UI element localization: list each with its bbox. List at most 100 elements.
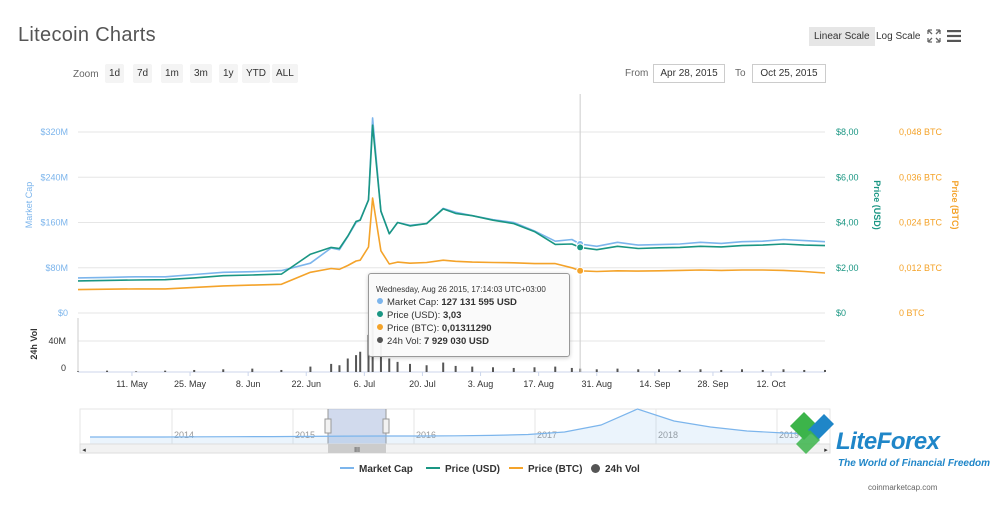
volume-bar (442, 362, 445, 372)
tooltip-value: 0,01311290 (441, 323, 492, 334)
volume-bar (251, 368, 254, 372)
tooltip-row-volume: 24h Vol: 7 929 030 USD (377, 336, 489, 347)
volume-bar (720, 369, 723, 372)
volume-bar (106, 370, 109, 372)
legend-item-volume[interactable]: 24h Vol (591, 464, 640, 475)
volume-bar (761, 369, 764, 372)
x-tick-label: 28. Sep (697, 379, 728, 389)
x-tick-label: 3. Aug (468, 379, 494, 389)
price-usd-dot-icon (377, 311, 383, 317)
y-right-usd-tick-label: $0 (836, 308, 846, 318)
navigator-grip-icon: III (354, 447, 360, 454)
y-right-usd-axis-title: Price (USD) (872, 180, 882, 230)
volume-bar (616, 368, 619, 372)
x-tick-label: 14. Sep (639, 379, 670, 389)
navigator-tick-label: 2016 (416, 430, 436, 440)
legend-item-market-cap[interactable]: Market Cap (340, 464, 413, 475)
y-left-tick-label: $80M (45, 263, 68, 273)
legend-line-icon (509, 467, 523, 469)
price-btc-dot-icon (377, 324, 383, 330)
x-tick-label: 20. Jul (409, 379, 436, 389)
y-right-usd-tick-label: $6,00 (836, 172, 859, 182)
credits-link[interactable]: coinmarketcap.com (868, 483, 938, 492)
page-title: Litecoin Charts (18, 24, 156, 46)
liteforex-tagline: The World of Financial Freedom (838, 458, 991, 469)
to-label: To (735, 68, 746, 79)
volume-bar (338, 365, 341, 372)
tooltip-row-market-cap: Market Cap: 127 131 595 USD (377, 297, 517, 308)
y-left-tick-label: $320M (40, 127, 68, 137)
zoom-ytd-button[interactable]: YTD (242, 64, 270, 83)
volume-bar (533, 367, 536, 372)
y-right-btc-tick-label: 0,024 BTC (899, 218, 943, 228)
volume-bar (637, 369, 640, 372)
navigator-line (90, 408, 821, 438)
y-right-btc-axis-title: Price (BTC) (950, 180, 960, 229)
log-scale-button[interactable]: Log Scale (876, 31, 921, 42)
volume-bar (359, 351, 362, 372)
x-tick-label: 31. Aug (581, 379, 612, 389)
from-label: From (625, 68, 649, 79)
volume-bar (396, 361, 399, 372)
volume-bar (570, 367, 573, 372)
volume-bar (454, 365, 457, 372)
y-left-tick-label: $0 (58, 308, 68, 318)
legend-item-price-usd[interactable]: Price (USD) (426, 464, 500, 475)
from-date-input[interactable]: Apr 28, 2015 (653, 64, 725, 83)
navigator-tick-label: 2018 (658, 430, 678, 440)
volume-bar (741, 369, 743, 372)
volume-bar (222, 369, 225, 372)
to-date-input[interactable]: Oct 25, 2015 (752, 64, 826, 83)
navigator-scrollbar (79, 443, 831, 454)
legend-item-price-btc[interactable]: Price (BTC) (509, 464, 582, 475)
volume-bar (425, 365, 428, 372)
zoom-7d-button[interactable]: 7d (133, 64, 153, 83)
linear-scale-button[interactable]: Linear Scale (809, 27, 875, 46)
expand-icon[interactable] (927, 29, 941, 43)
legend-label: Market Cap (359, 464, 413, 475)
volume-bar (77, 371, 79, 372)
volume-dot-icon (377, 337, 383, 343)
zoom-all-button[interactable]: ALL (272, 64, 298, 83)
market-cap-dot-icon (377, 298, 383, 304)
volume-bar (409, 363, 411, 372)
tooltip-label: 24h Vol: (387, 336, 422, 347)
tooltip-value: 7 929 030 USD (423, 336, 489, 347)
tooltip-value: 127 131 595 USD (441, 297, 517, 308)
volume-bar (135, 371, 138, 372)
market-cap-line (77, 117, 826, 279)
menu-icon[interactable] (946, 29, 962, 43)
x-tick-label: 11. May (116, 379, 148, 389)
navigator-right-handle (382, 418, 390, 434)
tooltip-label: Price (BTC): (387, 323, 440, 334)
y-right-usd-tick-label: $8,00 (836, 127, 859, 137)
y-right-usd-tick-label: $2,00 (836, 263, 859, 273)
y-volume-axis-title: 24h Vol (29, 328, 39, 359)
y-left-axis-title: Market Cap (24, 182, 34, 229)
zoom-1d-button[interactable]: 1d (105, 64, 125, 83)
navigator-scroll-thumb (328, 444, 386, 453)
zoom-1y-button[interactable]: 1y (219, 64, 238, 83)
legend-label: 24h Vol (605, 464, 640, 475)
x-tick-label: 25. May (174, 379, 207, 389)
tooltip-value: 3,03 (442, 310, 462, 321)
volume-bar (471, 366, 474, 372)
scroll-right-arrow-icon: ▸ (824, 447, 828, 454)
price-btc-line (77, 197, 826, 291)
x-tick-label: 17. Aug (523, 379, 554, 389)
volume-bar (193, 369, 196, 372)
legend-line-icon (340, 467, 354, 469)
volume-bar (595, 369, 598, 372)
chart-tooltip: Wednesday, Aug 26 2015, 17:14:03 UTC+03:… (368, 273, 570, 357)
volume-bar (164, 370, 167, 372)
zoom-3m-button[interactable]: 3m (190, 64, 212, 83)
y-left-tick-label: $160M (40, 218, 68, 228)
navigator-left-handle (324, 418, 332, 434)
y-right-btc-tick-label: 0,036 BTC (899, 172, 943, 182)
volume-bar (492, 367, 494, 372)
volume-bar (280, 369, 283, 372)
y-right-btc-tick-label: 0 BTC (899, 308, 925, 318)
navigator-selection (328, 409, 386, 444)
zoom-1m-button[interactable]: 1m (161, 64, 183, 83)
